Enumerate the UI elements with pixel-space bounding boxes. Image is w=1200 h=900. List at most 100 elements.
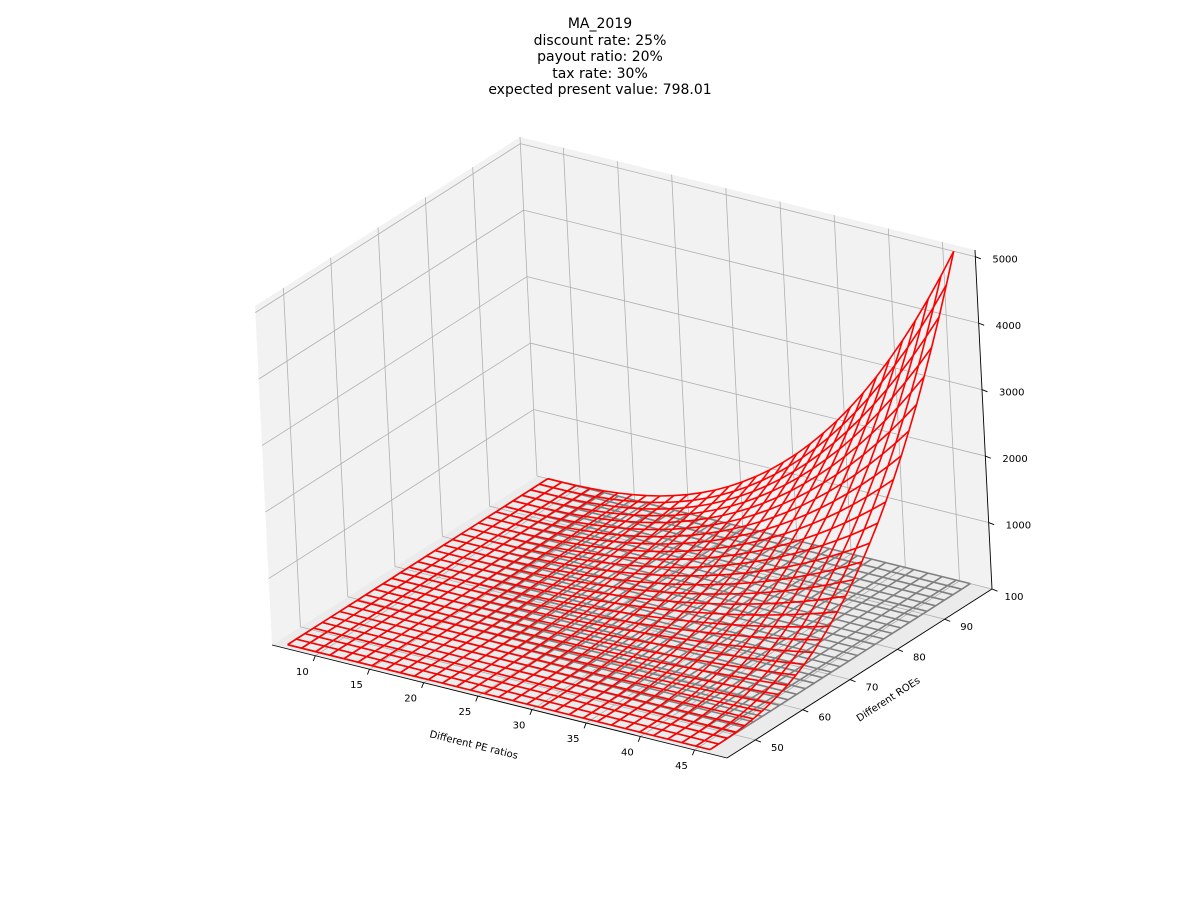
grid-line-x: [562, 147, 581, 487]
base-plane-wire-line: [611, 558, 873, 726]
grid-line-z: [265, 342, 531, 513]
grid-line-x: [725, 188, 744, 528]
surface-wire-line: [568, 432, 825, 716]
y-tick-mark: [849, 679, 856, 683]
y-tick-label: 90: [960, 622, 973, 633]
grid-line-z: [258, 209, 524, 380]
x-tick-mark: [475, 695, 479, 702]
grid-line-z: [526, 276, 983, 390]
base-plane-wire-line: [667, 572, 929, 740]
surface-wire-line: [470, 485, 730, 691]
chart-title-line: MA_2019: [567, 16, 633, 32]
x-tick-mark: [312, 655, 316, 662]
surface-wire-line: [287, 478, 549, 646]
grid-line-x: [833, 215, 852, 555]
surface-wire-line: [484, 481, 744, 695]
y-tick-mark: [991, 588, 998, 592]
grid-line-z: [255, 143, 521, 313]
y-tick-mark: [944, 618, 951, 622]
x-axis-line: [271, 644, 728, 759]
axes-lines: [271, 249, 993, 759]
x-tick-label: 10: [296, 667, 309, 678]
y-tick-label: 100: [1004, 592, 1023, 603]
x-tick-label: 35: [567, 734, 580, 745]
z-tick-mark: [975, 256, 982, 260]
z-tick-label: 2000: [1002, 454, 1027, 465]
grid-line-x: [942, 241, 960, 581]
y-tick-label: 60: [818, 713, 831, 724]
surface-wire-line: [442, 492, 703, 684]
y-axis-line: [726, 588, 993, 759]
x-tick-mark: [691, 749, 695, 756]
surface-wire-line: [315, 484, 577, 653]
grid-line-z: [533, 409, 989, 523]
grid-line-x: [671, 174, 690, 514]
x-tick-label: 30: [513, 721, 526, 732]
surface-wire-line: [371, 493, 633, 667]
grid-line-y: [424, 197, 443, 537]
x-tick-label: 20: [404, 694, 417, 705]
z-tick-label: 5000: [992, 255, 1017, 266]
chart-subtitle-tax-rate: tax rate: 30%: [552, 65, 648, 82]
base-plane-wire-line: [709, 582, 971, 751]
grid-line-y: [377, 227, 396, 567]
grid-line-z: [523, 209, 979, 324]
z-tick-label: 4000: [996, 321, 1021, 332]
base-plane-wire-line: [625, 561, 887, 730]
x-axis-label: Different PE ratios: [428, 729, 519, 762]
grid-line-y: [519, 136, 538, 477]
grid-line-z: [261, 276, 528, 446]
base-plane-wire-line: [681, 575, 943, 744]
surface-wire-line: [625, 376, 878, 730]
surface-wire-line: [611, 392, 865, 726]
z-tick-label: 1000: [1006, 521, 1031, 532]
chart-title: MA_2019 discount rate: 25% payout ratio:…: [0, 16, 1200, 99]
surface-wire-line: [512, 469, 771, 702]
grid-line-x: [887, 228, 906, 568]
y-tick-mark: [755, 739, 762, 743]
surface-wire-line: [385, 494, 647, 670]
grid-line-z: [530, 342, 986, 457]
grid-line-z: [268, 409, 534, 579]
x-tick-label: 40: [621, 747, 634, 758]
grid-line-y: [282, 287, 301, 627]
grid-line-y: [300, 626, 756, 741]
chart-subtitle-payout-ratio: payout ratio: 20%: [537, 49, 663, 66]
surface-wireframe: [287, 250, 955, 751]
surface-wire-line: [413, 494, 675, 677]
z-axis-line: [974, 249, 993, 590]
surface-wire-line: [695, 275, 942, 747]
x-tick-mark: [637, 736, 641, 742]
surface-wire-line: [681, 298, 929, 744]
surface-wire-line: [639, 358, 891, 733]
x-tick-mark: [529, 709, 533, 716]
x-tick-mark: [366, 669, 370, 675]
base-plane-wire-line: [695, 579, 957, 747]
x-tick-label: 25: [458, 707, 471, 718]
y-tick-mark: [897, 648, 904, 652]
grid-line-y: [472, 167, 491, 507]
left-pane: [255, 137, 537, 645]
surface-wire-line: [653, 340, 904, 737]
z-tick-mark: [981, 389, 988, 393]
surface-wire-line: [540, 453, 798, 709]
z-tick-mark: [978, 322, 985, 326]
surface-wire-line: [526, 461, 785, 705]
y-tick-label: 70: [866, 683, 879, 694]
chart-subtitle-expected-present-value: expected present value: 798.01: [488, 82, 712, 99]
grid-line-x: [617, 161, 635, 501]
surface-wire-line: [554, 443, 811, 712]
surface-wire-line: [709, 251, 955, 751]
surface-wire-line: [329, 487, 591, 656]
surface-wire-line: [667, 320, 917, 740]
surface-wire-line: [456, 489, 716, 688]
surface-wire-line: [343, 490, 605, 660]
chart-subtitle-discount-rate: discount rate: 25%: [533, 32, 667, 49]
surface-wire-line: [582, 420, 838, 719]
x-tick-label: 15: [350, 680, 363, 691]
grid-line-z: [520, 143, 976, 258]
surface-wire-line: [427, 493, 689, 681]
z-tick-mark: [988, 522, 995, 526]
x-tick-label: 45: [675, 761, 688, 772]
